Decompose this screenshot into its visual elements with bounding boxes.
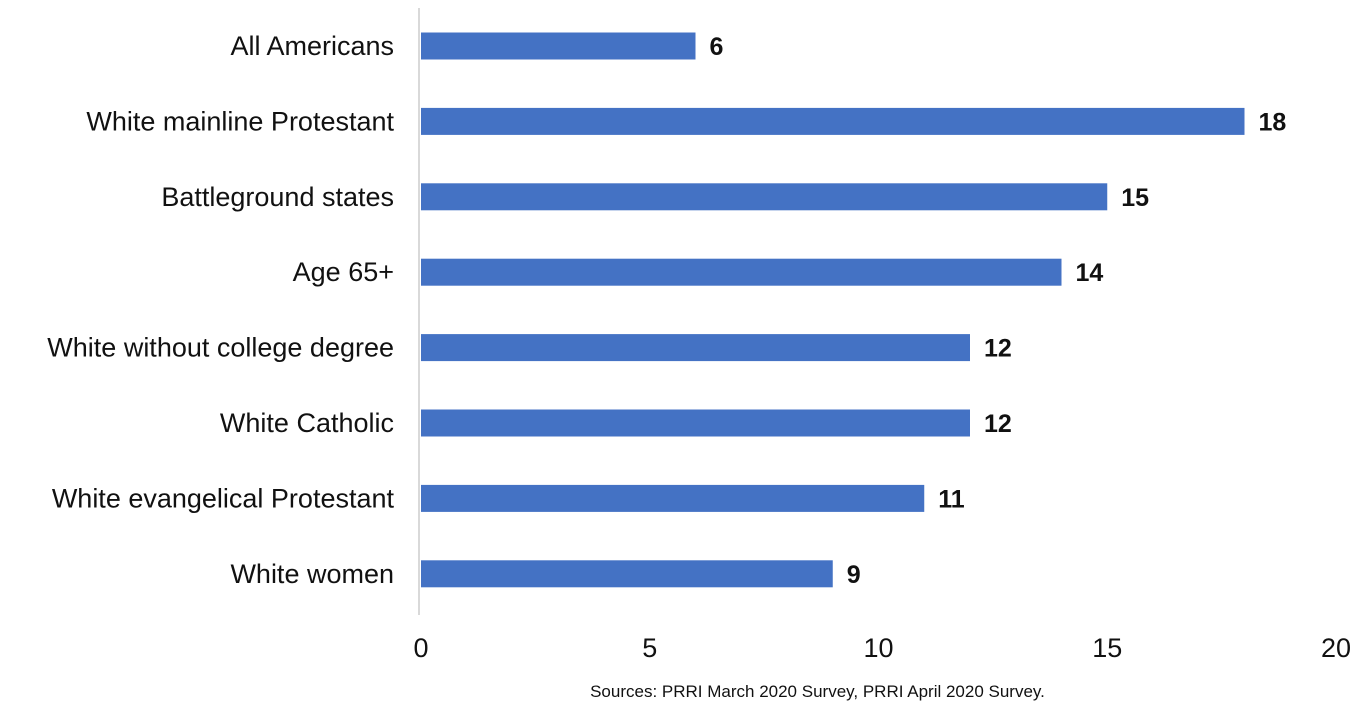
data-label: 11 (938, 485, 965, 513)
x-tick-label: 0 (413, 633, 428, 663)
category-labels: All Americans White mainline Protestant Ba… (47, 31, 394, 589)
bar (421, 560, 833, 588)
bar (421, 107, 1245, 135)
bar (421, 183, 1108, 211)
category-label: White without college degree (47, 333, 394, 363)
bars-group (421, 32, 1245, 588)
data-label: 9 (847, 561, 861, 589)
bar (421, 409, 970, 437)
category-label: White mainline Protestant (86, 106, 394, 136)
data-label: 18 (1259, 108, 1287, 136)
bar (421, 334, 970, 362)
data-label: 12 (984, 410, 1012, 438)
data-label: 14 (1076, 259, 1104, 287)
data-label: 15 (1121, 184, 1149, 212)
data-label: 6 (710, 33, 724, 61)
x-tick-label: 5 (642, 633, 657, 663)
x-tick-label: 10 (863, 633, 893, 663)
category-label: Battleground states (161, 182, 394, 212)
data-labels: 6 18 15 14 12 12 11 9 (710, 33, 1287, 589)
data-label: 12 (984, 335, 1012, 363)
x-axis-ticks: 0 5 10 15 20 (413, 633, 1351, 663)
category-label: All Americans (230, 31, 394, 61)
x-tick-label: 20 (1321, 633, 1351, 663)
bar (421, 484, 925, 512)
category-label: Age 65+ (293, 257, 394, 287)
category-label: White women (230, 559, 394, 589)
bar (421, 258, 1062, 286)
category-label: White evangelical Protestant (52, 483, 395, 513)
x-tick-label: 15 (1092, 633, 1122, 663)
category-label: White Catholic (220, 408, 394, 438)
source-note: Sources: PRRI March 2020 Survey, PRRI Ap… (590, 682, 1045, 701)
bar (421, 32, 696, 60)
